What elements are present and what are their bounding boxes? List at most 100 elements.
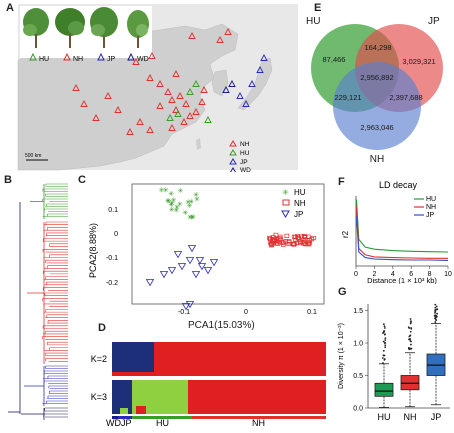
plant-label-jp: JP [107,56,116,63]
k3-label: K=3 [91,392,107,402]
pca-point-nh [284,233,290,238]
pca-xtick-1: 0 [244,309,248,316]
group-nh: NH [252,418,265,426]
box-ytick-label: 0.5 [353,373,363,380]
pca-point-hu: ✳ [187,202,193,210]
pca-point-hu: ✳ [168,201,174,209]
pca-legend-jp-icon [281,210,290,218]
pca-legend-hu: HU [294,188,306,197]
pca-point-jp [177,263,187,271]
box-outlier [409,320,412,323]
venn-jp-only: 3,029,321 [402,57,435,66]
plant-photo-wd [127,10,149,48]
pca-point-hu: ✳ [189,213,195,221]
venn-hu-jp: 164,298 [364,43,391,52]
venn-jp-nh: 2,397,688 [389,93,422,102]
scale-bar: 500 km [25,153,48,161]
pca-point-hu: ✳ [182,209,188,217]
site-marker-jp [236,92,244,99]
box-outlier [384,344,387,347]
pca-point-nh [277,234,283,239]
site-marker-nh [180,118,188,125]
pca-point-hu: ✳ [173,206,179,214]
box-outlier [434,312,436,314]
diversity-boxplot: Diversity π (1 × 10⁻²) 0.0 0.5 1.0 1.5 HU NH… [338,303,450,422]
legend-hu: HU [240,150,250,157]
pca-point-nh [286,241,292,247]
pca-point-hu: ✳ [171,197,177,205]
structure-k3 [112,380,326,414]
plant-photo-jp [90,7,118,48]
pca-point-nh [278,237,284,242]
pca-point-jp [173,251,183,259]
ld-title: LD decay [379,180,418,190]
site-marker-hu [204,116,212,123]
pca-ytick-3: -0.2 [106,280,118,287]
box-ylabel: Diversity π (1 × 10⁻²) [338,323,345,389]
taiwan-island [196,138,201,150]
box-outlier [436,308,439,311]
box-outlier [383,358,386,361]
ld-xtick-label: 0 [354,271,358,278]
pca-point-jp [187,245,197,253]
pca-point-nh [271,238,277,243]
box-outlier [410,327,413,330]
group-wd: WD [106,418,121,426]
plant-photos: HU NH JP WD [20,6,152,63]
wd-triangle-icon [127,52,135,61]
pca-point-hu: ✳ [178,187,184,195]
k2-label: K=2 [91,354,107,364]
pca-point-nh [302,235,308,240]
site-marker-wd [228,80,236,87]
panel-label-b: B [4,174,12,186]
site-marker-jp [260,54,268,61]
pca-point-nh [272,237,278,242]
box-outlier [409,322,412,325]
site-marker-nh [172,106,180,113]
panel-label-g: G [338,286,347,298]
box-outlier [383,329,386,332]
panel-b: B [0,174,72,426]
panel-label-d: D [98,322,106,334]
site-marker-wd [222,86,230,93]
legend-nh: NH [240,141,250,148]
venn-nh-only: 2,963,046 [360,123,393,132]
site-marker-nh [92,114,100,121]
pca-ytick-1: 0 [114,231,118,238]
box-outlier [408,347,411,350]
venn-label-hu: HU [306,16,320,27]
site-marker-nh [216,36,224,43]
box-category-hu: HU [378,412,391,422]
site-marker-jp [242,100,250,107]
ld-xlabel: Distance (1 × 10³ kb) [367,276,437,284]
pca-point-nh [291,242,297,247]
pca-point-jp [159,271,169,279]
plant-label-hu: HU [39,56,49,63]
box-outlier [384,342,386,345]
venn-hu-only: 87,466 [323,55,346,64]
phylogenetic-tree [8,183,68,420]
pca-point-jp [203,267,213,275]
box-ytick-label: 0.0 [353,406,363,413]
ld-line-hu [355,199,449,253]
pca-point-hu: ✳ [159,187,165,195]
pca-xlabel: PCA1(15.03%) [188,320,255,331]
pca-point-nh [275,241,281,246]
pca-point-nh [301,240,306,245]
box-outlier [383,327,386,329]
site-marker-jp [256,66,264,73]
site-marker-nh [114,106,122,113]
pca-point-hu: ✳ [174,203,180,211]
pca-frame [131,183,325,305]
ld-legend-nh: NH [426,204,436,211]
box-outlier [382,332,384,335]
sample-sites [72,28,268,135]
site-marker-nh [200,86,208,93]
box-outlier [409,338,412,340]
plant-label-nh: NH [73,56,83,63]
scale-bar-label: 500 km [25,153,41,159]
site-marker-nh [182,100,190,107]
panel-label-a: A [6,2,14,14]
